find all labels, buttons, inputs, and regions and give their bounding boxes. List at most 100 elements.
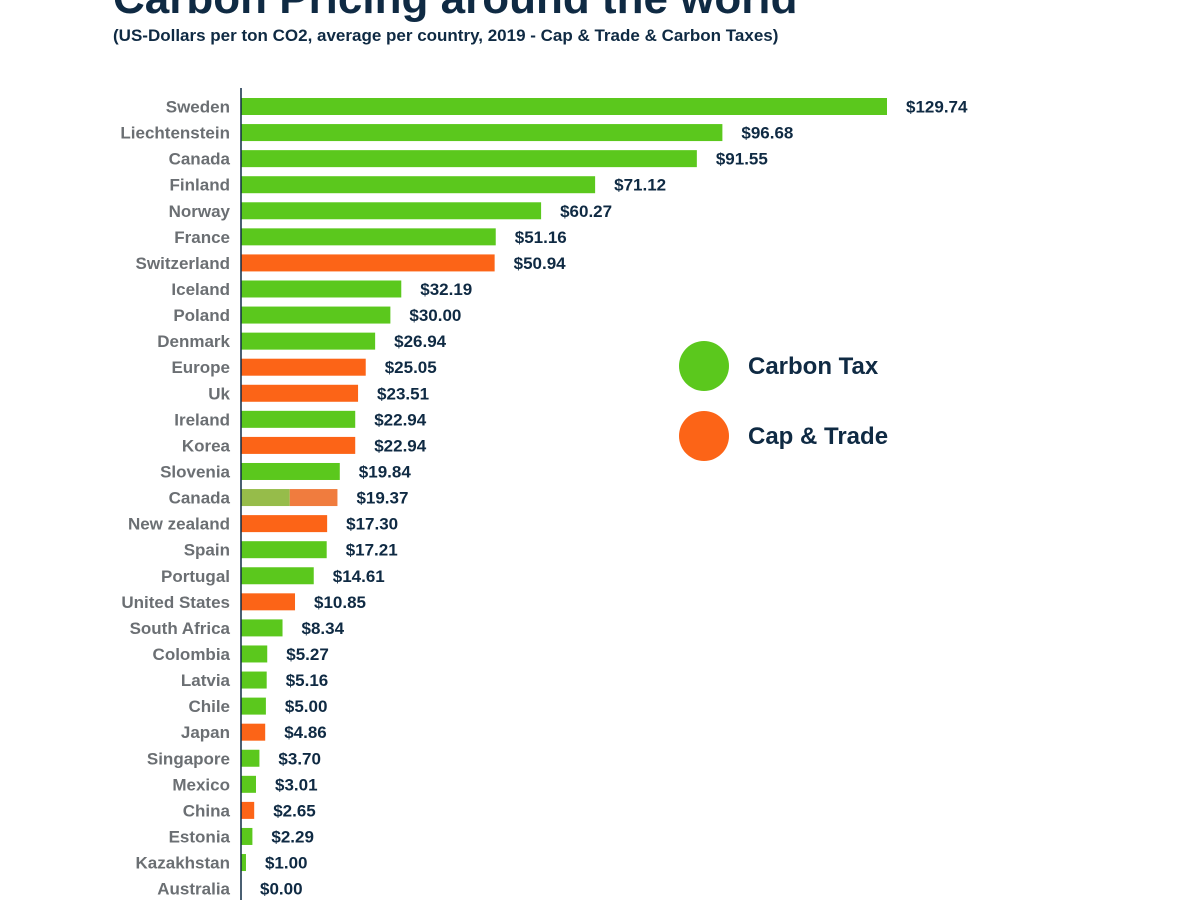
- bar-latvia-22: [241, 671, 267, 689]
- value-label-ireland-12: $22.94: [374, 410, 427, 429]
- category-label-china-27: China: [183, 801, 231, 820]
- value-label-poland-8: $30.00: [409, 306, 461, 325]
- bar-japan-24: [241, 723, 266, 741]
- value-label-china-27: $2.65: [273, 801, 316, 820]
- value-label-europe-10: $25.05: [385, 358, 437, 377]
- value-label-mexico-26: $3.01: [275, 775, 318, 794]
- category-label-liechtenstein-1: Liechtenstein: [120, 124, 230, 143]
- bar-singapore-25: [241, 749, 260, 767]
- bar-canada-15-cap-trade-part: [289, 489, 338, 507]
- bar-norway-4: [241, 202, 542, 220]
- value-label-south-africa-20: $8.34: [302, 619, 345, 638]
- category-label-australia-30: Australia: [157, 880, 230, 899]
- bar-poland-8: [241, 306, 391, 324]
- bar-new-zealand-16: [241, 515, 328, 533]
- value-label-latvia-22: $5.16: [286, 671, 329, 690]
- category-label-canada-2: Canada: [169, 150, 231, 169]
- legend-swatch-cap-trade: [679, 411, 729, 461]
- value-label-colombia-21: $5.27: [286, 645, 329, 664]
- bar-portugal-18: [241, 567, 314, 585]
- category-label-switzerland-6: Switzerland: [136, 254, 230, 273]
- category-label-japan-24: Japan: [181, 723, 230, 742]
- value-label-japan-24: $4.86: [284, 723, 327, 742]
- value-label-singapore-25: $3.70: [278, 749, 321, 768]
- bar-estonia-28: [241, 827, 253, 845]
- bar-colombia-21: [241, 645, 268, 663]
- value-label-switzerland-6: $50.94: [514, 254, 567, 273]
- bar-europe-10: [241, 358, 366, 376]
- category-label-korea-13: Korea: [182, 436, 231, 455]
- value-label-slovenia-14: $19.84: [359, 462, 412, 481]
- value-label-liechtenstein-1: $96.68: [741, 124, 793, 143]
- bar-chile-23: [241, 697, 266, 715]
- category-label-canada-15: Canada: [169, 489, 231, 508]
- category-label-singapore-25: Singapore: [147, 749, 230, 768]
- category-label-iceland-7: Iceland: [171, 280, 230, 299]
- bar-iceland-7: [241, 280, 402, 298]
- category-label-sweden-0: Sweden: [166, 98, 230, 117]
- category-label-south-africa-20: South Africa: [130, 619, 231, 638]
- value-label-spain-17: $17.21: [346, 541, 398, 560]
- category-label-poland-8: Poland: [173, 306, 230, 325]
- bar-canada-2: [241, 150, 697, 168]
- value-label-australia-30: $0.00: [260, 880, 303, 899]
- bar-france-5: [241, 228, 496, 246]
- value-label-finland-3: $71.12: [614, 176, 666, 195]
- bars-layer: Sweden $129.74 Liechtenstein $96.68 Canada $9…: [120, 98, 968, 899]
- bar-switzerland-6: [241, 254, 495, 272]
- value-label-korea-13: $22.94: [374, 436, 427, 455]
- category-label-uk-11: Uk: [208, 384, 230, 403]
- bar-denmark-9: [241, 332, 376, 350]
- bar-ireland-12: [241, 410, 356, 428]
- value-label-kazakhstan-29: $1.00: [265, 854, 308, 873]
- category-label-mexico-26: Mexico: [172, 775, 230, 794]
- value-label-united-states-19: $10.85: [314, 593, 366, 612]
- bar-spain-17: [241, 541, 327, 559]
- category-label-new-zealand-16: New zealand: [128, 515, 230, 534]
- value-label-estonia-28: $2.29: [271, 827, 314, 846]
- chart-subtitle: (US-Dollars per ton CO2, average per cou…: [113, 26, 779, 45]
- chart-title: Carbon Pricing around the world: [113, 0, 797, 24]
- value-label-sweden-0: $129.74: [906, 98, 968, 117]
- category-label-slovenia-14: Slovenia: [160, 462, 230, 481]
- legend-label-cap-trade: Cap & Trade: [748, 423, 888, 450]
- value-label-norway-4: $60.27: [560, 202, 612, 221]
- category-label-denmark-9: Denmark: [157, 332, 230, 351]
- category-label-spain-17: Spain: [184, 541, 230, 560]
- bar-sweden-0: [241, 98, 887, 115]
- bar-uk-11: [241, 384, 359, 402]
- bar-slovenia-14: [241, 462, 340, 480]
- bar-korea-13: [241, 436, 356, 454]
- bar-liechtenstein-1: [241, 124, 723, 142]
- category-label-finland-3: Finland: [170, 176, 230, 195]
- value-label-france-5: $51.16: [515, 228, 567, 247]
- category-label-europe-10: Europe: [171, 358, 230, 377]
- value-label-chile-23: $5.00: [285, 697, 328, 716]
- value-label-iceland-7: $32.19: [420, 280, 472, 299]
- category-label-ireland-12: Ireland: [174, 410, 230, 429]
- value-label-canada-15: $19.37: [356, 489, 408, 508]
- legend: Carbon Tax Cap & Trade: [679, 341, 888, 461]
- legend-label-carbon-tax: Carbon Tax: [748, 353, 879, 380]
- bar-canada-15-carbon-tax-part: [241, 489, 290, 507]
- bar-mexico-26: [241, 775, 256, 793]
- value-label-new-zealand-16: $17.30: [346, 515, 398, 534]
- category-label-france-5: France: [174, 228, 230, 247]
- category-label-portugal-18: Portugal: [161, 567, 230, 586]
- bar-china-27: [241, 801, 255, 819]
- value-label-denmark-9: $26.94: [394, 332, 447, 351]
- bar-kazakhstan-29: [241, 854, 246, 872]
- bar-finland-3: [241, 176, 596, 194]
- bar-south-africa-20: [241, 619, 283, 637]
- category-label-kazakhstan-29: Kazakhstan: [136, 854, 230, 873]
- category-label-norway-4: Norway: [169, 202, 231, 221]
- category-label-united-states-19: United States: [121, 593, 230, 612]
- category-label-estonia-28: Estonia: [169, 827, 231, 846]
- category-label-colombia-21: Colombia: [153, 645, 231, 664]
- category-label-chile-23: Chile: [188, 697, 230, 716]
- category-label-latvia-22: Latvia: [181, 671, 231, 690]
- value-label-uk-11: $23.51: [377, 384, 429, 403]
- value-label-portugal-18: $14.61: [333, 567, 385, 586]
- legend-swatch-carbon-tax: [679, 341, 729, 391]
